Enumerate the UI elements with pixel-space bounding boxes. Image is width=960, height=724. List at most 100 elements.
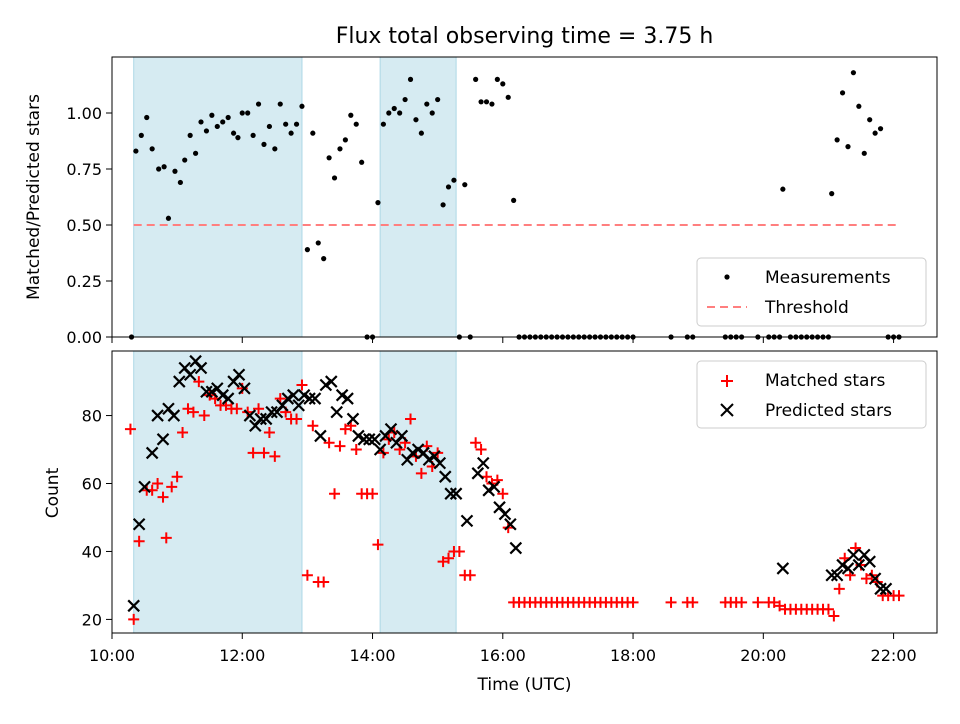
measurement-point: [861, 150, 867, 156]
matched-star-point: [665, 596, 677, 608]
predicted-star-point: [460, 514, 474, 528]
predicted-star-point: [156, 433, 170, 446]
x-tick-label: 20:00: [740, 646, 786, 665]
matched-star-point: [269, 450, 281, 462]
predicted-star-point: [373, 443, 387, 456]
measurement-point: [138, 132, 144, 138]
matched-star-point: [475, 444, 487, 456]
matched-star-point: [177, 427, 189, 439]
matched-star-point: [291, 413, 303, 425]
matched-star-point: [443, 552, 455, 564]
measurement-point: [149, 146, 155, 152]
measurement-point: [386, 110, 392, 116]
predicted-star-point: [368, 433, 381, 446]
measurement-point: [850, 70, 857, 76]
measurement-point: [872, 130, 878, 136]
predicted-star-point: [132, 517, 146, 531]
predicted-star-point: [238, 382, 251, 395]
measurement-point: [203, 128, 210, 134]
measurement-point: [359, 159, 365, 165]
measurement-point: [511, 197, 517, 203]
predicted-star-point: [830, 568, 844, 582]
measurement-point: [161, 164, 167, 170]
matched-star-point: [258, 447, 270, 459]
measurement-point: [337, 146, 343, 152]
predicted-star-point: [221, 392, 235, 405]
predicted-star-point: [433, 456, 447, 470]
predicted-star-point: [243, 409, 257, 422]
matched-star-point: [193, 376, 205, 388]
measurement-point: [839, 90, 846, 96]
measurement-point: [165, 215, 172, 221]
predicted-star-point: [183, 368, 197, 382]
measurement-point: [283, 121, 289, 127]
x-tick-label: 12:00: [219, 646, 265, 665]
matched-star-point: [350, 444, 362, 456]
measurement-point: [172, 168, 178, 174]
legend-measurements-label: Measurements: [765, 268, 891, 288]
predicted-star-point: [173, 375, 186, 388]
matched-star-point: [128, 613, 140, 625]
predicted-star-point: [874, 582, 887, 596]
matched-star-point: [822, 603, 834, 615]
measurement-point: [220, 119, 226, 125]
measurement-point: [293, 121, 300, 127]
predicted-star-point: [384, 422, 398, 436]
x-tick-label: 22:00: [871, 646, 917, 665]
x-tick-label: 18:00: [610, 646, 656, 665]
measurement-point: [266, 123, 273, 130]
matched-star-point: [828, 610, 840, 622]
measurement-point: [418, 130, 424, 136]
matched-star-point: [160, 532, 172, 544]
predicted-star-point: [847, 548, 860, 562]
matched-star-point: [187, 406, 199, 418]
top-y-ticks: 0.00 0.25 0.50 0.75 1.00: [66, 104, 112, 347]
bottom-legend-box: [696, 360, 927, 429]
predicted-star-point: [852, 558, 866, 572]
predicted-star-point: [308, 392, 322, 405]
matched-star-point: [627, 596, 639, 608]
measurement-point: [856, 103, 862, 109]
matched-star-point: [157, 491, 169, 503]
matched-star-point: [833, 583, 845, 595]
matched-star-point: [752, 596, 764, 608]
y-tick-label: 0.00: [66, 328, 102, 347]
measurement-point: [494, 76, 500, 82]
predicted-star-point: [265, 405, 278, 419]
predicted-star-point: [232, 368, 246, 382]
measurement-point: [402, 96, 408, 103]
matched-star-point: [263, 427, 275, 439]
x-axis-label: Time (UTC): [477, 675, 572, 695]
measurement-point: [380, 121, 386, 127]
measurement-point: [250, 132, 256, 138]
matched-star-point: [198, 410, 210, 422]
predicted-star-point: [498, 507, 512, 521]
measurement-point: [261, 141, 267, 147]
measurement-point: [209, 112, 215, 118]
predicted-star-point: [879, 582, 893, 596]
matched-star-point: [231, 403, 243, 415]
matched-star-point: [334, 440, 346, 452]
top-axes-frame: [111, 56, 938, 338]
predicted-star-point: [776, 562, 790, 575]
measurement-point: [877, 126, 884, 132]
matched-star-point: [497, 488, 509, 500]
measurement-point: [198, 119, 204, 125]
shaded-interval: [133, 350, 303, 634]
predicted-star-point: [504, 517, 517, 531]
measurement-point: [272, 146, 278, 152]
measurement-point: [391, 105, 397, 112]
legend-threshold-label: Threshold: [764, 298, 849, 318]
measurement-point: [462, 182, 468, 188]
y-tick-label: 0.25: [66, 272, 102, 291]
legend-predicted-marker: [720, 403, 734, 417]
measurement-point: [144, 114, 150, 121]
measurement-point: [834, 137, 840, 143]
shaded-interval: [379, 350, 457, 634]
legend-measurements-marker: [724, 274, 730, 280]
measurement-point: [230, 130, 237, 136]
matched-star-point: [296, 379, 308, 391]
predicted-star-point: [127, 599, 140, 613]
y-tick-label: 1.00: [66, 104, 102, 123]
